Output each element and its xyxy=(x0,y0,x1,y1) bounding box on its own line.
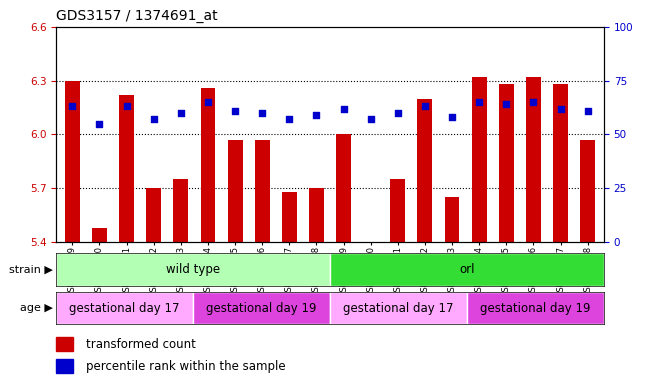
Point xyxy=(528,99,539,105)
Bar xyxy=(472,77,486,242)
Text: orl: orl xyxy=(459,263,475,276)
Point xyxy=(284,116,294,122)
Text: gestational day 17: gestational day 17 xyxy=(343,302,453,314)
Bar xyxy=(228,140,242,242)
Point xyxy=(67,103,78,109)
Text: wild type: wild type xyxy=(166,263,220,276)
Bar xyxy=(56,292,193,324)
Bar xyxy=(174,179,188,242)
Point xyxy=(447,114,457,120)
Point xyxy=(393,110,403,116)
Text: percentile rank within the sample: percentile rank within the sample xyxy=(86,360,286,373)
Point xyxy=(420,103,430,109)
Bar xyxy=(330,253,604,286)
Bar xyxy=(330,292,467,324)
Point xyxy=(555,106,566,112)
Bar xyxy=(147,188,161,242)
Bar xyxy=(309,188,324,242)
Point xyxy=(176,110,186,116)
Point xyxy=(366,116,376,122)
Bar xyxy=(580,140,595,242)
Bar xyxy=(92,228,107,242)
Text: GDS3157 / 1374691_at: GDS3157 / 1374691_at xyxy=(56,9,218,23)
Bar xyxy=(255,140,270,242)
Bar xyxy=(193,292,330,324)
Point xyxy=(582,108,593,114)
Point xyxy=(257,110,267,116)
Bar xyxy=(201,88,215,242)
Point xyxy=(311,112,321,118)
Bar xyxy=(390,179,405,242)
Text: gestational day 19: gestational day 19 xyxy=(480,302,591,314)
Bar xyxy=(553,84,568,242)
Point xyxy=(339,106,349,112)
Point xyxy=(501,101,512,108)
Bar xyxy=(65,81,80,242)
Text: transformed count: transformed count xyxy=(86,338,196,351)
Point xyxy=(230,108,240,114)
Bar xyxy=(56,359,73,373)
Point xyxy=(474,99,484,105)
Text: strain ▶: strain ▶ xyxy=(9,265,53,275)
Bar xyxy=(445,197,459,242)
Point xyxy=(148,116,159,122)
Bar xyxy=(467,292,604,324)
Bar xyxy=(363,242,378,245)
Bar xyxy=(418,99,432,242)
Bar xyxy=(499,84,513,242)
Point xyxy=(203,99,213,105)
Bar xyxy=(56,253,330,286)
Text: gestational day 17: gestational day 17 xyxy=(69,302,180,314)
Text: gestational day 19: gestational day 19 xyxy=(207,302,317,314)
Point xyxy=(121,103,132,109)
Bar xyxy=(56,336,73,351)
Bar xyxy=(282,192,297,242)
Bar xyxy=(119,95,134,242)
Bar xyxy=(526,77,541,242)
Point xyxy=(94,121,105,127)
Text: age ▶: age ▶ xyxy=(20,303,53,313)
Bar xyxy=(336,134,351,242)
